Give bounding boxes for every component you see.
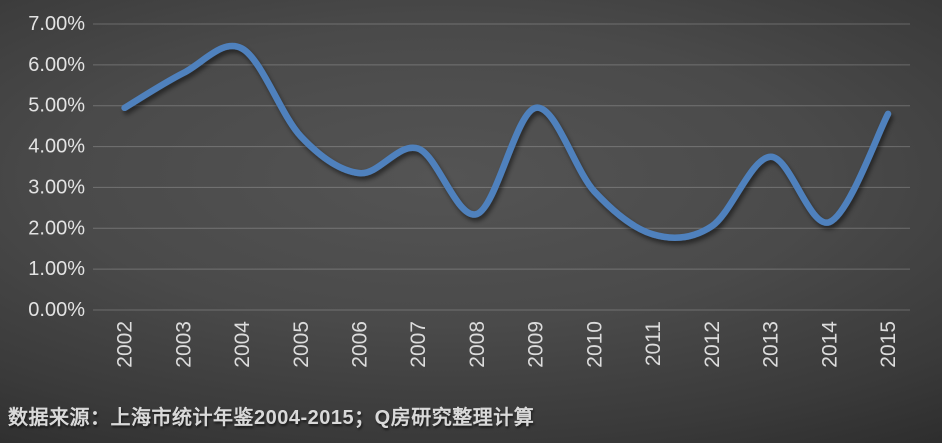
x-tick-label: 2012 xyxy=(701,321,724,368)
x-tick-label: 2011 xyxy=(642,321,665,366)
y-tick-label: 0.00% xyxy=(28,299,85,321)
y-tick-label: 6.00% xyxy=(28,54,85,76)
data-series-line xyxy=(121,42,892,242)
x-tick-label: 2003 xyxy=(172,321,195,368)
x-tick-label: 2015 xyxy=(877,321,900,368)
y-tick-label: 5.00% xyxy=(28,95,85,117)
y-axis-labels: 0.00% 1.00% 2.00% 3.00% 4.00% 5.00% 6.00% 7.00% xyxy=(28,13,85,321)
x-tick-label: 2007 xyxy=(407,321,430,368)
y-tick-label: 1.00% xyxy=(28,258,85,280)
y-tick-label: 3.00% xyxy=(28,176,85,198)
gridlines xyxy=(93,23,910,311)
x-tick-label: 2008 xyxy=(466,321,489,368)
x-tick-label: 2002 xyxy=(114,321,137,368)
x-axis-labels: 2002 2003 2004 2005 2006 2007 2008 2009 2010 2011… xyxy=(114,321,900,368)
x-tick-label: 2006 xyxy=(348,321,371,368)
source-caption: 数据来源：上海市统计年鉴2004-2015；Q房研究整理计算 xyxy=(8,407,535,429)
x-tick-label: 2004 xyxy=(231,321,254,368)
y-tick-label: 2.00% xyxy=(28,217,85,239)
y-tick-label: 7.00% xyxy=(28,13,85,35)
x-tick-label: 2014 xyxy=(818,321,841,368)
x-tick-label: 2013 xyxy=(760,321,783,368)
x-tick-label: 2005 xyxy=(290,321,313,368)
y-tick-label: 4.00% xyxy=(28,136,85,158)
x-tick-label: 2010 xyxy=(583,321,606,368)
x-tick-label: 2009 xyxy=(525,321,548,368)
